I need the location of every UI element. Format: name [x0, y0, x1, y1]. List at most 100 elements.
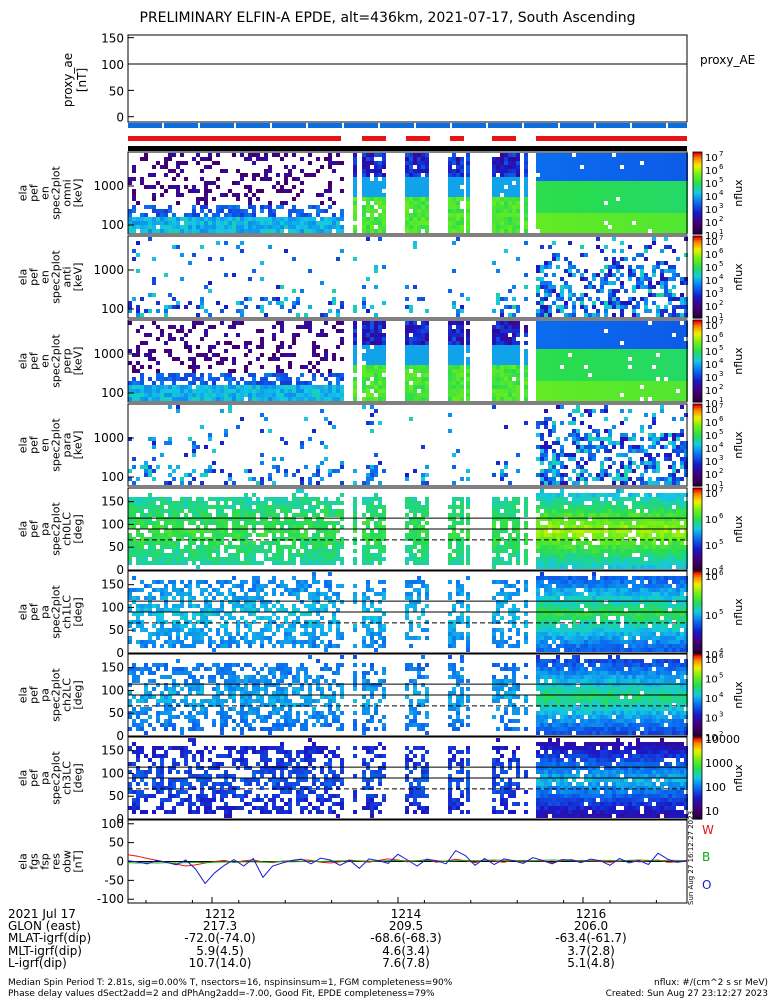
heat-cell: [140, 229, 144, 233]
spectrogram-en-0: [128, 153, 688, 233]
heat-cell: [640, 181, 644, 185]
heat-cell: [540, 325, 544, 329]
energy-colorbar: [693, 404, 702, 407]
energy-colorbar: [693, 424, 702, 428]
heat-cell: [632, 341, 636, 345]
heat-cell: [336, 469, 340, 473]
heat-cell: [556, 153, 560, 157]
heat-cell: [524, 397, 528, 401]
heat-cell: [536, 213, 540, 217]
heat-cell: [576, 181, 580, 185]
heat-cell: [236, 385, 240, 389]
heat-cell: [280, 205, 284, 209]
heat-cell: [256, 217, 260, 221]
heat-cell: [492, 381, 496, 385]
heat-cell: [413, 201, 417, 205]
colorbar-tick-label: 10: [705, 431, 718, 442]
heat-cell: [576, 321, 580, 325]
heat-cell: [636, 177, 640, 181]
heat-cell: [353, 189, 357, 193]
heat-cell: [228, 393, 232, 397]
heat-cell: [560, 277, 564, 281]
heat-cell: [224, 429, 228, 433]
heat-cell: [292, 337, 296, 341]
heat-cell: [500, 157, 504, 161]
heat-cell: [640, 277, 644, 281]
heat-cell: [568, 205, 572, 209]
heat-cell: [332, 289, 336, 293]
heat-cell: [300, 389, 304, 393]
heat-cell: [272, 465, 276, 469]
heat-cell: [288, 381, 292, 385]
heat-cell: [592, 173, 596, 177]
heat-cell: [256, 345, 260, 349]
heat-cell: [684, 225, 688, 229]
heat-cell: [524, 325, 528, 329]
heat-cell: [176, 217, 180, 221]
heat-cell: [604, 389, 608, 393]
heat-cell: [500, 477, 504, 481]
heat-cell: [564, 285, 568, 289]
heat-cell: [417, 329, 421, 333]
heat-cell: [496, 221, 500, 225]
heat-cell: [600, 221, 604, 225]
heat-cell: [366, 385, 370, 389]
heat-cell: [660, 285, 664, 289]
heat-cell: [636, 365, 640, 369]
energy-colorbar: [693, 184, 702, 188]
heat-cell: [492, 365, 496, 369]
heat-cell: [144, 393, 148, 397]
heat-cell: [244, 393, 248, 397]
heat-cell: [524, 165, 528, 169]
heat-cell: [152, 537, 156, 541]
heat-cell: [508, 225, 512, 229]
heat-cell: [366, 221, 370, 225]
heat-cell: [292, 217, 296, 221]
heat-cell: [370, 157, 374, 161]
heat-cell: [540, 389, 544, 393]
heat-cell: [604, 265, 608, 269]
heat-cell: [676, 393, 680, 397]
heat-cell: [370, 217, 374, 221]
energy-colorbar: [693, 375, 702, 378]
heat-cell: [362, 169, 366, 173]
heat-cell: [448, 333, 452, 337]
heat-cell: [556, 293, 560, 297]
heat-cell: [448, 377, 452, 381]
heat-cell: [288, 385, 292, 389]
heat-cell: [140, 377, 144, 381]
heat-cell: [353, 193, 357, 197]
heat-cell: [664, 281, 668, 285]
heat-cell: [220, 361, 224, 365]
heat-cell: [516, 373, 520, 377]
heat-cell: [680, 333, 684, 337]
heat-cell: [216, 229, 220, 233]
heat-cell: [556, 205, 560, 209]
heat-cell: [624, 225, 628, 229]
heat-cell: [176, 161, 180, 165]
heat-cell: [592, 377, 596, 381]
heat-cell: [496, 293, 500, 297]
heat-cell: [632, 209, 636, 213]
heat-cell: [604, 273, 608, 277]
heat-cell: [548, 373, 552, 377]
heat-cell: [552, 429, 556, 433]
energy-colorbar: [693, 389, 702, 393]
heat-cell: [596, 177, 600, 181]
heat-cell: [540, 333, 544, 337]
heat-cell: [656, 173, 660, 177]
heat-cell: [608, 181, 612, 185]
heat-cell: [466, 361, 470, 365]
heat-cell: [604, 449, 608, 453]
heat-cell: [556, 265, 560, 269]
heat-cell: [496, 397, 500, 401]
heat-cell: [548, 193, 552, 197]
energy-colorbar: [693, 193, 702, 196]
heat-cell: [382, 393, 386, 397]
colorbar-tick-exponent: 1: [719, 312, 723, 320]
heat-cell: [328, 225, 332, 229]
heat-cell: [248, 185, 252, 189]
heat-cell: [588, 445, 592, 449]
heat-cell: [540, 301, 544, 305]
heat-cell: [676, 153, 680, 157]
